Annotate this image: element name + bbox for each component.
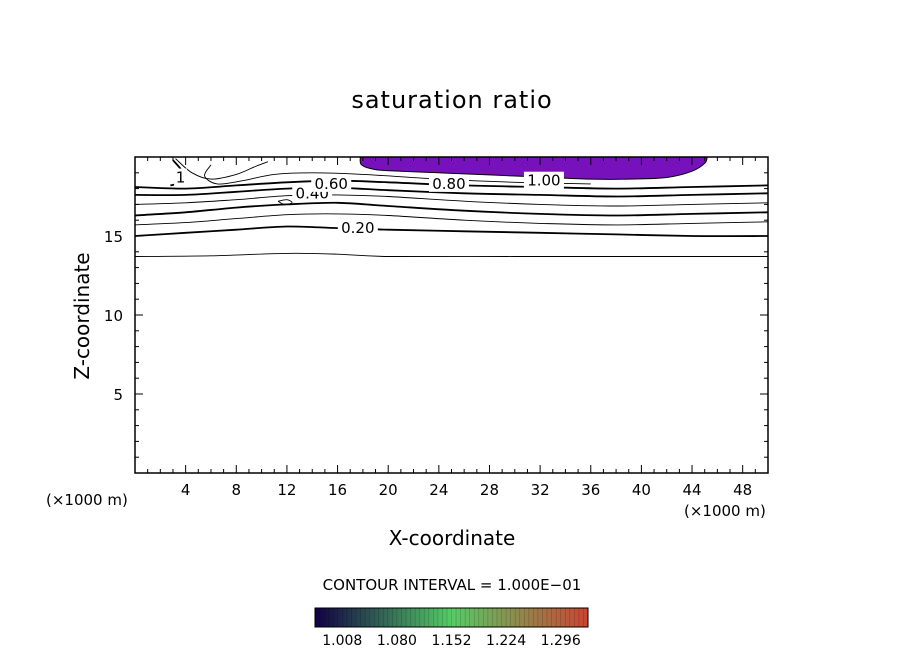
x-axis-label: X-coordinate bbox=[388, 526, 516, 550]
contour-line-0_40-3 bbox=[135, 201, 768, 217]
colorbar-tick-label-2: 1.152 bbox=[431, 633, 471, 649]
x-tick-label-16: 16 bbox=[328, 481, 347, 499]
contour-label-bg-5 bbox=[174, 168, 188, 186]
colorbar-tick-label-3: 1.224 bbox=[486, 633, 526, 649]
y-tick-label-10: 10 bbox=[104, 307, 123, 325]
x-tick-label-20: 20 bbox=[379, 481, 398, 499]
contour-line-0_90-7 bbox=[204, 164, 591, 185]
colorbar-tick-label-0: 1.008 bbox=[322, 633, 362, 649]
contour-label-2: 0.60 bbox=[315, 175, 348, 193]
x-tick-label-40: 40 bbox=[632, 481, 651, 499]
plot-content: 0.200.400.60 0.80 1.001 bbox=[135, 157, 768, 258]
plot-frame bbox=[134, 156, 769, 474]
x-unit-right-label: (×1000 m) bbox=[684, 502, 766, 520]
x-tick-label-12: 12 bbox=[277, 481, 296, 499]
contour-label-bg-2 bbox=[311, 174, 352, 192]
contour-line-0_10-0 bbox=[135, 252, 768, 258]
contour-label-bg-3 bbox=[428, 174, 469, 192]
x-unit-left-label: (×1000 m) bbox=[46, 491, 128, 509]
x-tick-label-28: 28 bbox=[480, 481, 499, 499]
contour-line-0_50-10 bbox=[277, 199, 293, 205]
x-tick-label-4: 4 bbox=[181, 481, 191, 499]
contour-label-bg-4 bbox=[523, 171, 564, 189]
contour-line-0_60-5 bbox=[135, 186, 768, 198]
contour-line-0_80-6 bbox=[135, 179, 768, 190]
colorbar-tick-label-1: 1.080 bbox=[377, 633, 417, 649]
contour-line-0_70-8 bbox=[175, 158, 269, 180]
x-tick-label-8: 8 bbox=[232, 481, 242, 499]
y-axis-label: Z-coordinate bbox=[70, 252, 94, 380]
contour-label-4: 1.00 bbox=[527, 172, 560, 190]
contour-line-0_20-1 bbox=[135, 225, 768, 238]
contour-label-bg-0 bbox=[337, 219, 378, 237]
colorbar bbox=[314, 607, 589, 628]
colorbar-tick-label-4: 1.296 bbox=[541, 633, 581, 649]
chart-title: saturation ratio bbox=[351, 86, 553, 114]
contour-interval-label: CONTOUR INTERVAL = 1.000E−01 bbox=[322, 576, 582, 594]
contour-label-5: 1 bbox=[176, 169, 186, 187]
y-tick-label-15: 15 bbox=[104, 228, 123, 246]
x-tick-label-44: 44 bbox=[682, 481, 701, 499]
x-tick-label-48: 48 bbox=[733, 481, 752, 499]
y-tick-label-5: 5 bbox=[113, 386, 123, 404]
contour-line-0_30-2 bbox=[135, 213, 768, 226]
x-tick-label-24: 24 bbox=[429, 481, 448, 499]
x-tick-label-32: 32 bbox=[531, 481, 550, 499]
contour-label-3: 0.80 bbox=[432, 175, 465, 193]
contour-line-0_50-4 bbox=[135, 194, 768, 207]
contour-label-0: 0.20 bbox=[341, 219, 374, 237]
x-tick-label-36: 36 bbox=[581, 481, 600, 499]
